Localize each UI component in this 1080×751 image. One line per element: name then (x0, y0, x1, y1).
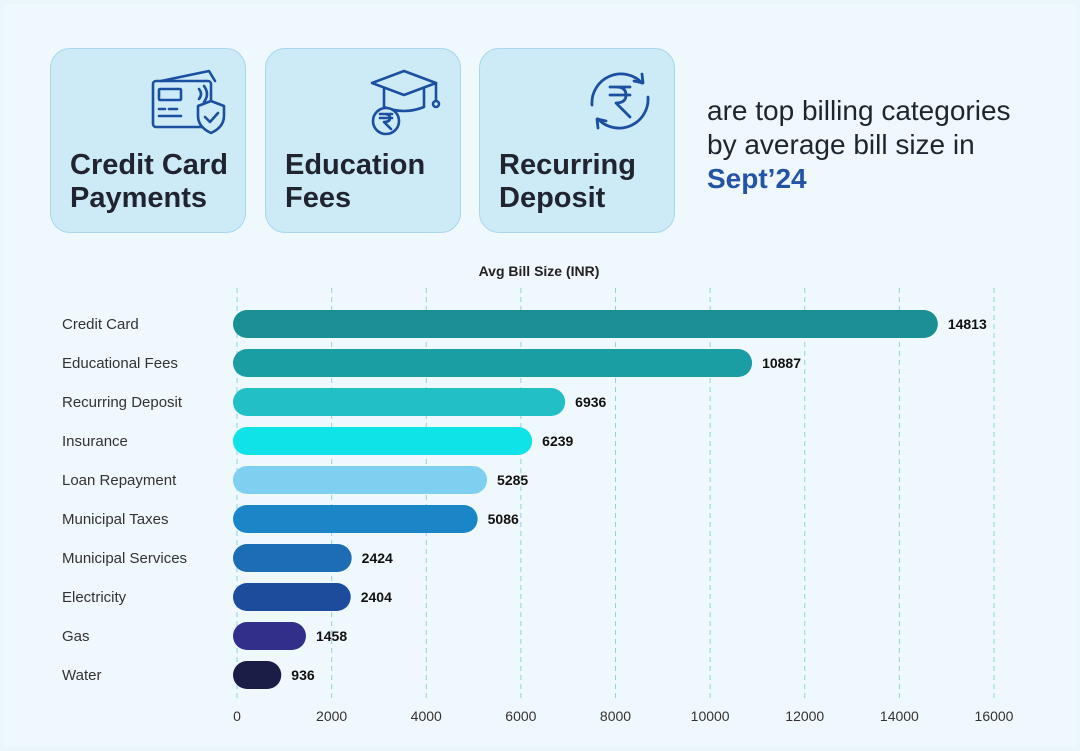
bar (233, 544, 352, 572)
card-recurring-deposit: Recurring Deposit (479, 48, 675, 233)
card-title: Recurring Deposit (499, 149, 679, 215)
card-title: Credit Card Payments (70, 149, 250, 215)
credit-card-shield-icon (151, 69, 226, 135)
headline-line1: are top billing categories (707, 95, 1011, 126)
chart-title: Avg Bill Size (INR) (479, 263, 600, 279)
rupee-cycle-icon (590, 72, 650, 130)
x-tick-label: 0 (233, 708, 241, 724)
card-title-line1: Credit Card (70, 149, 228, 181)
card-title-line2: Deposit (499, 182, 606, 214)
category-label: Credit Card (62, 316, 139, 333)
value-label: 936 (291, 667, 315, 683)
x-tick-label: 10000 (691, 708, 730, 724)
category-label: Recurring Deposit (62, 394, 183, 411)
value-label: 6936 (575, 394, 606, 410)
value-label: 2424 (362, 550, 393, 566)
card-title-line1: Recurring (499, 149, 636, 181)
x-tick-label: 8000 (600, 708, 631, 724)
bar (233, 661, 282, 689)
x-axis-ticks: 0 2000 4000 6000 8000 10000 12000 14000 16000 (233, 708, 1014, 724)
bar (233, 310, 938, 338)
value-label: 10887 (762, 355, 801, 371)
headline-highlight: Sept’24 (707, 163, 807, 194)
bar (233, 349, 753, 377)
bar (233, 427, 533, 455)
headline-line2: by average bill size in (707, 129, 975, 160)
value-label: 5285 (497, 472, 528, 488)
card-title: Education Fees (285, 149, 465, 215)
card-title-line2: Payments (70, 182, 208, 214)
category-label: Gas (62, 628, 90, 645)
bars (233, 310, 938, 689)
bar (233, 388, 566, 416)
x-tick-label: 12000 (785, 708, 824, 724)
card-credit-card-payments: Credit Card Payments (50, 48, 246, 233)
card-title-line1: Education (285, 149, 426, 181)
headline: are top billing categories by average bi… (707, 94, 1047, 196)
x-tick-label: 6000 (505, 708, 536, 724)
category-label: Educational Fees (62, 355, 178, 372)
x-tick-label: 16000 (975, 708, 1014, 724)
value-label: 14813 (948, 316, 987, 332)
x-tick-label: 14000 (880, 708, 919, 724)
category-label: Municipal Taxes (62, 511, 168, 528)
bar (233, 583, 351, 611)
category-label: Loan Repayment (62, 472, 177, 489)
value-label: 5086 (488, 511, 519, 527)
bar (233, 466, 488, 494)
value-label: 6239 (542, 433, 573, 449)
value-label: 1458 (316, 628, 347, 644)
card-education-fees: Education Fees (265, 48, 461, 233)
category-label: Insurance (62, 433, 128, 450)
x-tick-label: 2000 (316, 708, 347, 724)
value-labels: 14813 10887 6936 6239 5285 5086 2424 2404 1458 93… (291, 316, 987, 683)
graduation-cap-rupee-icon (370, 69, 441, 136)
bar (233, 505, 478, 533)
card-title-line2: Fees (285, 182, 352, 214)
value-label: 2404 (361, 589, 392, 605)
category-label: Municipal Services (62, 550, 187, 567)
bar (233, 622, 306, 650)
category-labels: Credit Card Educational Fees Recurring Dep… (62, 316, 187, 684)
category-label: Electricity (62, 589, 127, 606)
x-tick-label: 4000 (411, 708, 442, 724)
category-label: Water (62, 667, 101, 684)
